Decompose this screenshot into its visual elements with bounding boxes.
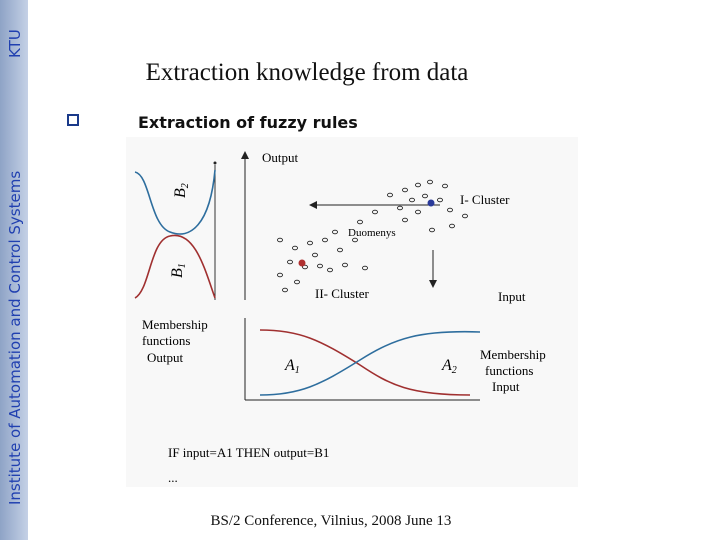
cluster-2-label: II- Cluster [315, 286, 369, 301]
institute: Institute of Automation and Control Syst… [6, 171, 24, 505]
mf-output: functions [142, 333, 190, 348]
mf-output: Output [147, 350, 184, 365]
footer: BS/2 Conference, Vilnius, 2008 June 13 [211, 513, 452, 529]
data-points [277, 179, 468, 293]
sidebar [0, 0, 28, 540]
a1-label: A1 [284, 357, 300, 376]
mf-input: functions [485, 363, 533, 378]
ellipsis: ... [168, 470, 178, 485]
slide-title: Extraction knowledge from data [146, 59, 469, 86]
mf-output: Membership [142, 317, 208, 332]
dot [213, 161, 217, 165]
curve [259, 329, 471, 396]
b1-label: B1 [169, 263, 188, 278]
a2-label: A2 [441, 357, 457, 376]
centroid [427, 199, 435, 207]
input-axis-label: Input [498, 289, 526, 304]
bullet-icon [67, 114, 79, 126]
cluster-1-label: I- Cluster [460, 192, 510, 207]
rule: IF input=A1 THEN output=B1 [168, 445, 329, 460]
data-label: Duomenys [348, 227, 396, 239]
output-axis-label: Output [262, 150, 299, 165]
logo: KTU [6, 29, 24, 58]
mf-input: Input [492, 379, 520, 394]
centroid [298, 259, 306, 267]
curve [134, 234, 216, 299]
figure: B2 B1 Output Input I- Cluster II- Cluste… [126, 137, 578, 487]
mf-input: Membership [480, 347, 546, 362]
curve [259, 330, 481, 396]
b2-label: B2 [172, 183, 191, 198]
curve [134, 169, 216, 235]
bullet-text: Extraction of fuzzy rules [138, 113, 358, 132]
figure-bg [126, 137, 578, 487]
